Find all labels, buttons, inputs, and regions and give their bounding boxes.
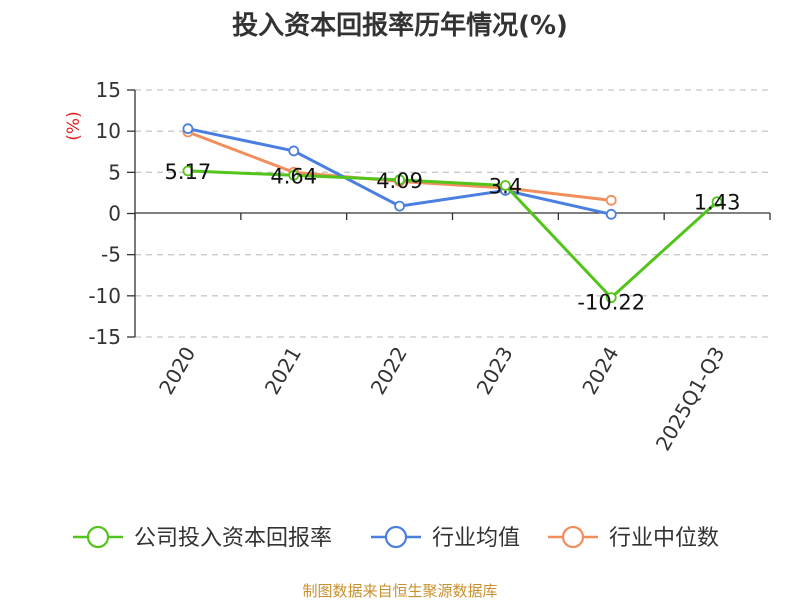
series-line-company — [187, 169, 719, 300]
legend-item-industry-median[interactable]: 行业中位数 — [548, 525, 719, 551]
y-tick-label: 15 — [96, 78, 121, 102]
x-tick-label: 2023 — [472, 343, 518, 399]
x-tick-label: 2024 — [577, 343, 623, 399]
x-tick-label: 2020 — [154, 343, 200, 399]
y-tick-label: -15 — [88, 325, 121, 349]
data-point-industry-mean — [605, 208, 617, 220]
legend-item-company[interactable]: 公司投入资本回报率 — [73, 525, 332, 551]
data-label: -10.22 — [577, 291, 645, 315]
data-label: 3.4 — [489, 175, 522, 199]
data-point-industry-mean — [394, 200, 405, 212]
x-tick-label: 2021 — [260, 343, 306, 399]
data-point-industry-mean — [288, 145, 300, 157]
data-point-company — [182, 165, 194, 177]
y-tick-label: -10 — [88, 284, 121, 308]
legend-label: 行业中位数 — [609, 526, 719, 551]
y-axis-unit-label: (%) — [64, 111, 84, 140]
data-point-industry-mean — [182, 123, 194, 135]
data-label: 4.64 — [270, 164, 317, 188]
data-point-industry-median — [605, 194, 617, 206]
data-point-company — [288, 169, 300, 181]
y-tick-label: 5 — [108, 160, 121, 184]
data-point-company — [711, 196, 723, 208]
x-tick-label: 2025Q1-Q3 — [651, 343, 730, 455]
grid-layer — [135, 89, 770, 338]
data-point-company — [500, 180, 511, 191]
series-layer — [182, 123, 723, 304]
legend-swatch-marker — [561, 525, 585, 549]
data-label-layer: 5.17 4.64 4.09 3.4 -10.22 1.43 — [165, 160, 741, 315]
legend-label: 行业均值 — [432, 526, 520, 551]
data-label: 1.43 — [694, 191, 741, 215]
source-note: 制图数据来自恒生聚源数据库 — [302, 582, 497, 600]
x-tick-label: 2022 — [366, 343, 412, 399]
legend-label: 公司投入资本回报率 — [134, 526, 332, 551]
legend-swatch-marker — [384, 525, 408, 549]
legend-swatch-marker — [86, 525, 110, 549]
legend: 公司投入资本回报率 行业均值 行业中位数 — [73, 525, 719, 551]
data-point-company — [605, 292, 617, 304]
data-label: 5.17 — [165, 160, 212, 184]
y-tick-label: 0 — [108, 202, 121, 226]
chart-title: 投入资本回报率历年情况(%) — [232, 10, 568, 41]
data-point-company — [394, 174, 405, 186]
y-tick-label: -5 — [101, 243, 121, 267]
data-label: 4.09 — [376, 169, 423, 193]
y-tick-label: 10 — [96, 119, 121, 143]
legend-item-industry-mean[interactable]: 行业均值 — [371, 525, 520, 551]
